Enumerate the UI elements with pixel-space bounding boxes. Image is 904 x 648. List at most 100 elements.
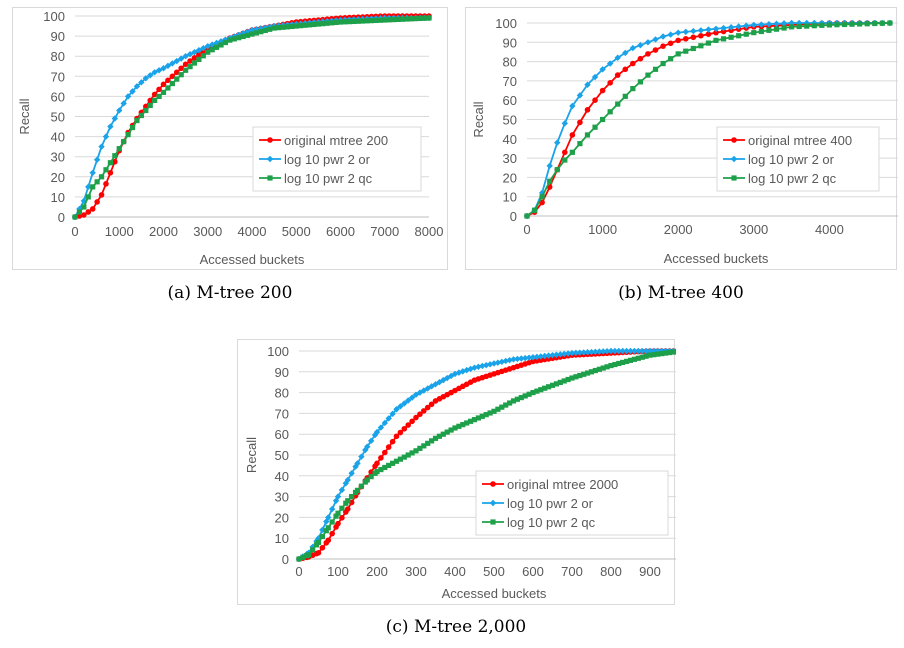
data-point — [222, 39, 229, 46]
data-point — [557, 351, 564, 358]
x-tick-label: 5000 — [282, 224, 311, 239]
data-point — [391, 17, 397, 23]
data-point — [339, 515, 345, 521]
data-point — [310, 547, 316, 553]
data-point — [612, 361, 618, 368]
data-point — [456, 423, 462, 429]
data-point — [355, 18, 361, 24]
data-point — [405, 397, 412, 404]
data-point — [262, 27, 268, 34]
data-point — [416, 389, 424, 396]
data-point — [588, 369, 595, 375]
data-point — [298, 23, 304, 29]
y-tick-label: 0 — [510, 209, 517, 224]
data-point — [534, 388, 540, 394]
legend-box — [716, 126, 880, 192]
data-point — [382, 17, 388, 23]
data-point — [81, 212, 87, 218]
data-point — [89, 169, 96, 176]
chart-c: 0 10 20 30 40 50 60 70 80 90 100 0 100 200 300 400 500 60… — [244, 344, 689, 601]
data-point — [526, 391, 532, 397]
data-point — [196, 51, 202, 58]
data-point — [569, 102, 576, 110]
data-point — [424, 404, 431, 411]
data-point — [125, 131, 131, 138]
x-tick-label: 6000 — [326, 224, 355, 239]
data-point — [545, 352, 552, 359]
data-point — [766, 27, 772, 33]
data-point — [619, 347, 626, 355]
data-point — [623, 347, 630, 355]
data-point — [637, 79, 643, 85]
data-point — [90, 184, 96, 190]
data-point — [607, 109, 613, 115]
y-tick-label: 60 — [51, 89, 65, 104]
legend-marker — [489, 499, 497, 507]
data-point — [834, 22, 840, 28]
data-point — [116, 146, 122, 152]
x-tick-label: 0 — [71, 224, 78, 239]
data-point — [562, 149, 568, 156]
data-point — [872, 20, 878, 27]
data-point — [300, 554, 306, 560]
data-point — [611, 347, 619, 355]
data-point — [652, 47, 659, 53]
data-point — [627, 347, 634, 355]
data-point — [675, 29, 682, 36]
legend-box — [475, 470, 669, 536]
y-tick-label: 90 — [51, 29, 65, 44]
data-point — [510, 398, 517, 404]
data-point — [436, 433, 442, 439]
data-point — [107, 123, 114, 130]
data-point — [346, 19, 352, 25]
data-point — [655, 351, 661, 357]
data-point — [811, 23, 817, 29]
series-3 — [72, 15, 432, 220]
data-point — [325, 537, 332, 544]
data-point — [683, 48, 689, 54]
x-tick-label: 400 — [444, 564, 466, 579]
data-point — [377, 424, 385, 431]
data-point — [659, 351, 665, 357]
data-point — [112, 158, 118, 165]
data-point — [650, 347, 658, 355]
x-tick-label: 3000 — [193, 224, 222, 239]
legend-marker — [731, 137, 737, 143]
data-point — [539, 199, 545, 206]
x-tick-label: 800 — [600, 564, 622, 579]
data-point — [647, 352, 653, 358]
data-point — [393, 406, 400, 413]
data-point — [468, 418, 474, 424]
data-point — [538, 189, 546, 197]
data-point — [155, 67, 163, 74]
data-point — [385, 415, 392, 422]
data-point — [112, 153, 118, 159]
data-point — [147, 102, 153, 109]
caption-b: (b) M-tree 400 — [618, 283, 744, 303]
data-point — [637, 55, 644, 62]
data-point — [713, 37, 719, 43]
data-point — [646, 347, 654, 355]
data-point — [409, 418, 415, 425]
data-point — [72, 214, 78, 220]
data-point — [417, 411, 423, 418]
legend-label: log 10 pwr 2 qc — [507, 515, 596, 530]
data-point — [615, 347, 622, 355]
data-point — [569, 132, 576, 138]
data-point — [323, 518, 330, 525]
data-point — [549, 351, 556, 359]
data-point — [382, 449, 388, 456]
y-axis-title: Recall — [244, 437, 259, 473]
data-point — [319, 544, 326, 551]
data-point — [116, 107, 123, 114]
data-point — [758, 21, 765, 28]
data-point — [440, 376, 447, 384]
data-point — [107, 160, 113, 166]
data-point — [668, 56, 674, 62]
data-point — [720, 28, 727, 35]
data-point — [160, 81, 167, 88]
data-point — [408, 16, 414, 22]
y-tick-label: 20 — [51, 170, 65, 185]
data-point — [452, 425, 458, 431]
data-point — [620, 359, 626, 366]
